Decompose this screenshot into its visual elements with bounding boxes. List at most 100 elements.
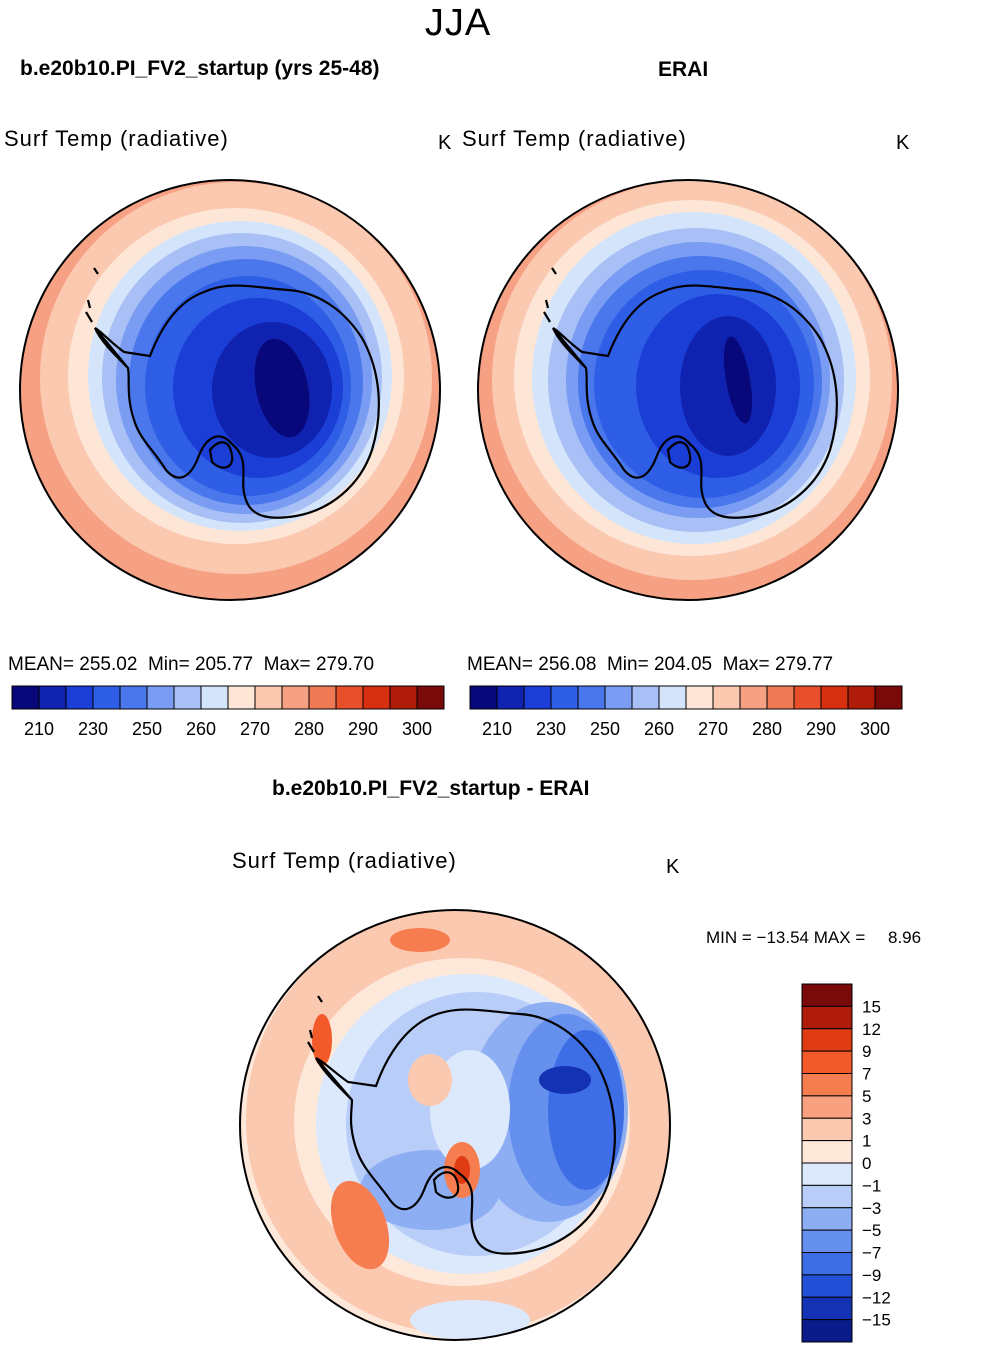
diff-colorbar-tick-label: 5 xyxy=(862,1087,871,1106)
diff-colorbar-tick-label: 15 xyxy=(862,997,881,1016)
panel-2-colorbar-swatch xyxy=(874,685,903,710)
panel-1-colorbar-tick-label: 260 xyxy=(186,719,216,739)
panel-2-colorbar-tick-label: 260 xyxy=(644,719,674,739)
panel-1-colorbar-swatch xyxy=(254,685,283,710)
diff-colorbar-swatch xyxy=(801,1184,853,1209)
panel-2-mean-value: 256.08 xyxy=(538,654,597,675)
diff-colorbar-tick-label: −15 xyxy=(862,1311,891,1330)
diff-colorbar-swatch xyxy=(801,1005,853,1030)
diff-colorbar: 15 12 9 7 5 3 1 0 −1 −3 −5 −7 −9 −12 −15 xyxy=(801,983,891,1343)
diff-colorbar-tick-label: −9 xyxy=(862,1266,881,1285)
panel-1-polar-map xyxy=(20,180,440,600)
panel-1-colorbar-swatch xyxy=(416,685,445,710)
panel-1-mean-value: 255.02 xyxy=(79,654,138,675)
panel-2-mean-label: MEAN= xyxy=(467,654,533,675)
panel-1-case-title: b.e20b10.PI_FV2_startup (yrs 25-48) xyxy=(20,57,380,80)
panel-2-colorbar-tick-label: 230 xyxy=(536,719,566,739)
diff-minmax: MIN = −13.54 MAX = 8.96 xyxy=(706,928,921,948)
panel-2-case-title: ERAI xyxy=(658,58,709,81)
diff-coastline xyxy=(307,995,616,1255)
diff-colorbar-swatch xyxy=(801,1229,853,1253)
diff-polar-map xyxy=(240,910,670,1340)
panel-2-colorbar-tick-label: 270 xyxy=(698,719,728,739)
panel-1-colorbar-swatch xyxy=(227,685,256,710)
panel-2-colorbar-swatch xyxy=(496,685,525,710)
panel-1-stats: MEAN= 255.02 Min= 205.77 Max= 279.70 xyxy=(8,654,374,676)
diff-colorbar-swatch xyxy=(801,1095,853,1119)
panel-1-colorbar-swatch xyxy=(92,685,121,710)
diff-colorbar-swatch xyxy=(801,1050,853,1074)
panel-2-colorbar-swatch xyxy=(766,685,795,710)
panel-2-colorbar-swatch xyxy=(820,685,849,710)
diff-colorbar-tick-label: 7 xyxy=(862,1065,871,1084)
season-title: JJA xyxy=(424,2,492,44)
diff-colorbar-swatch xyxy=(801,1073,853,1097)
panel-2-colorbar-tick-label: 250 xyxy=(590,719,620,739)
diff-colorbar-swatch xyxy=(801,1117,853,1142)
panel-2-colorbar-swatch xyxy=(847,685,876,710)
panel-2-polar-map xyxy=(478,180,898,600)
diff-colorbar-swatch xyxy=(801,1028,853,1052)
panel-1-colorbar-tick-label: 250 xyxy=(132,719,162,739)
diff-colorbar-tick-label: −3 xyxy=(862,1199,881,1218)
panel-2-colorbar-swatch xyxy=(631,685,660,710)
panel-1-colorbar-tick-label: 270 xyxy=(240,719,270,739)
panel-2-min-value: 204.05 xyxy=(653,654,713,675)
panel-2-stats: MEAN= 256.08 Min= 204.05 Max= 279.77 xyxy=(467,654,833,676)
panel-2-colorbar-swatch xyxy=(685,685,714,710)
panel-1-colorbar-swatch xyxy=(362,685,391,710)
panel-1-max-label: Max= xyxy=(263,654,311,675)
diff-units-label: K xyxy=(666,856,680,878)
panel-2-colorbar-tick-label: 280 xyxy=(752,719,782,739)
panel-2-colorbar-swatch xyxy=(604,685,633,710)
diff-colorbar-swatch xyxy=(801,1319,853,1343)
panel-1-colorbar-tick-label: 280 xyxy=(294,719,324,739)
panel-2-max-label: Max= xyxy=(722,654,770,675)
panel-1-min-value: 205.77 xyxy=(194,654,254,675)
panel-2-colorbar-tick-label: 290 xyxy=(806,719,836,739)
panel-2-colorbar-swatch xyxy=(523,685,552,710)
diff-variable-label: Surf Temp (radiative) xyxy=(232,848,457,873)
panel-1-colorbar-swatch xyxy=(146,685,175,710)
panel-1-colorbar-swatch xyxy=(389,685,418,710)
panel-1-colorbar-tick-label: 210 xyxy=(24,719,54,739)
panel-2-colorbar-tick-label: 210 xyxy=(482,719,512,739)
panel-1-colorbar-swatch xyxy=(11,685,40,710)
diff-max-label: MAX = xyxy=(813,928,866,947)
panel-1-colorbar-swatch xyxy=(335,685,364,710)
panel-1-colorbar-swatch xyxy=(38,685,67,710)
panel-1-mean-label: MEAN= xyxy=(8,654,74,675)
panel-1-colorbar-tick-label: 290 xyxy=(348,719,378,739)
panel-1-colorbar-swatch xyxy=(65,685,94,710)
panel-1-colorbar: 210 230 250 260 270 280 290 300 xyxy=(11,685,445,739)
diff-colorbar-tick-label: −12 xyxy=(862,1288,891,1307)
panel-1-colorbar-swatch xyxy=(308,685,337,710)
panel-1-colorbar-swatch xyxy=(200,685,229,710)
panel-1-colorbar-swatch xyxy=(119,685,148,710)
diff-max-value: 8.96 xyxy=(888,928,922,947)
panel-2-colorbar-swatch xyxy=(469,685,498,710)
diff-colorbar-tick-label: 0 xyxy=(862,1154,871,1173)
panel-2-colorbar-swatch xyxy=(658,685,687,710)
diff-colorbar-swatch xyxy=(801,983,853,1007)
panel-2-variable-label: Surf Temp (radiative) xyxy=(462,126,687,151)
panel-1-colorbar-swatch xyxy=(281,685,310,710)
panel-2-max-value: 279.77 xyxy=(774,654,834,675)
panel-1-colorbar-swatch xyxy=(173,685,202,710)
diff-colorbar-tick-label: −1 xyxy=(862,1176,881,1195)
panel-1-colorbar-tick-label: 300 xyxy=(402,719,432,739)
diff-colorbar-tick-label: 3 xyxy=(862,1109,871,1128)
panel-2-colorbar-swatch xyxy=(712,685,741,710)
diff-colorbar-tick-label: 9 xyxy=(862,1042,871,1061)
panel-2-colorbar-swatch xyxy=(577,685,606,710)
panel-1-units-label: K xyxy=(438,132,452,154)
diff-colorbar-swatch xyxy=(801,1252,853,1276)
diff-colorbar-tick-label: −7 xyxy=(862,1244,881,1263)
panel-1-coastline xyxy=(85,267,380,519)
panel-2-colorbar-swatch xyxy=(550,685,579,710)
panel-1-variable-label: Surf Temp (radiative) xyxy=(4,126,229,151)
panel-2-colorbar: 210 230 250 260 270 280 290 300 xyxy=(469,685,903,739)
panel-2-units-label: K xyxy=(896,132,910,154)
panel-1-colorbar-tick-label: 230 xyxy=(78,719,108,739)
diff-colorbar-tick-label: 12 xyxy=(862,1020,881,1039)
